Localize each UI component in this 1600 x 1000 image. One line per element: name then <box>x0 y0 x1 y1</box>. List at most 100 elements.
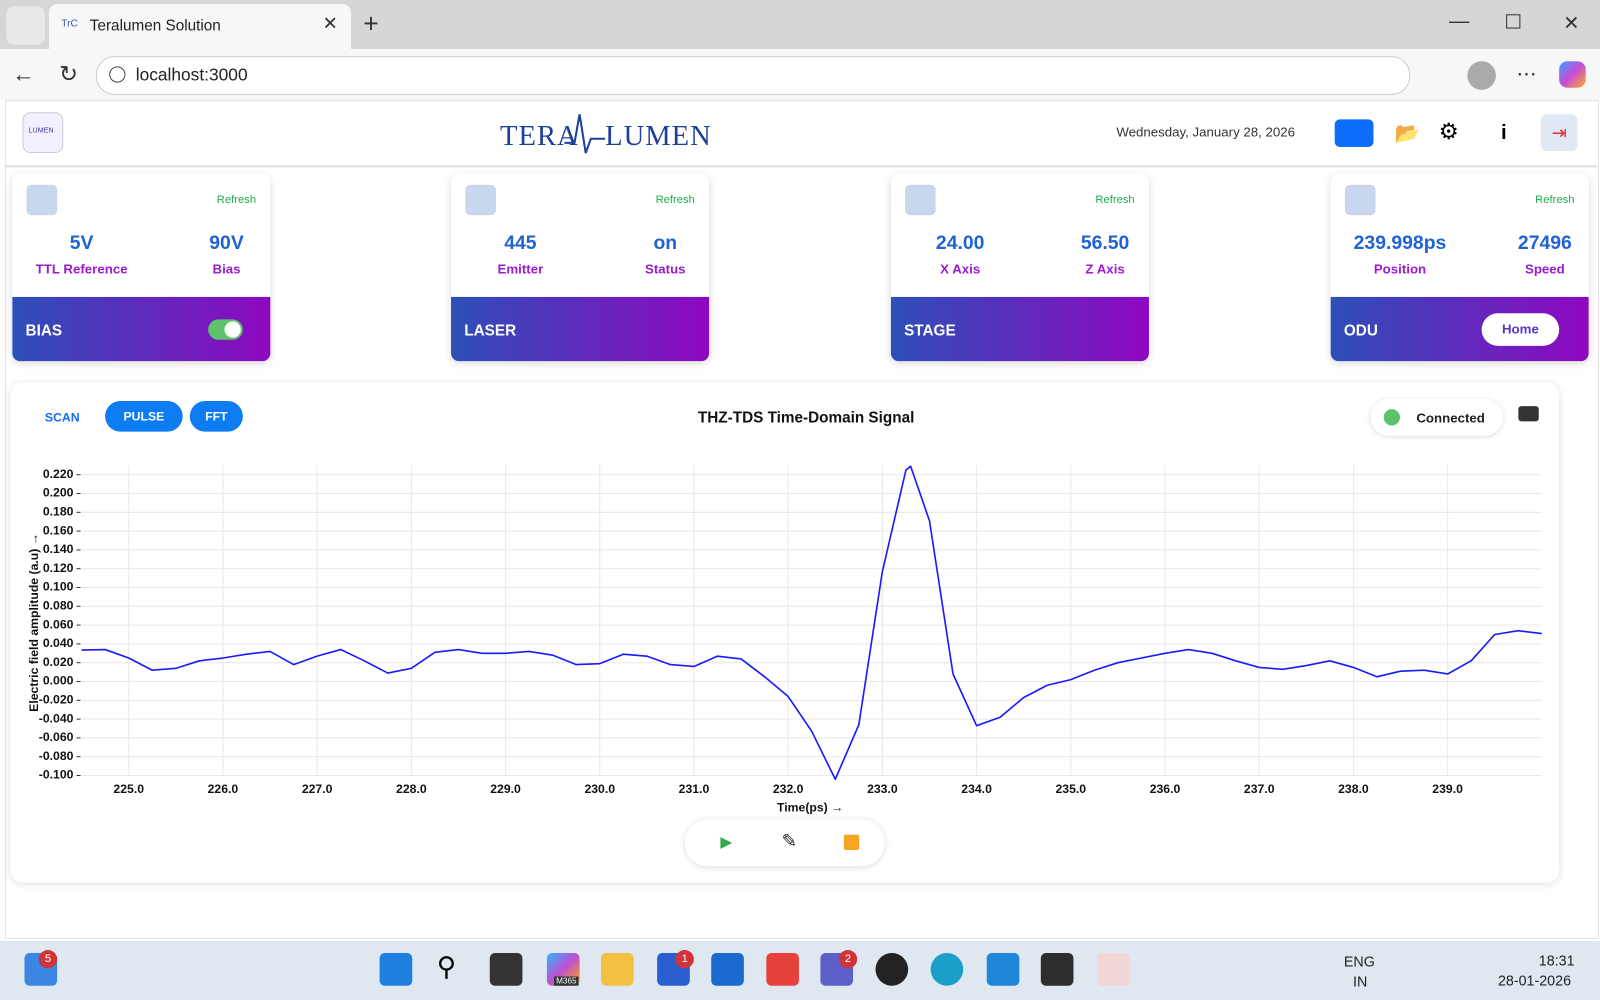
stat-value: 5V <box>69 232 94 255</box>
new-tab[interactable]: + <box>363 8 379 39</box>
clock-date[interactable]: 28-01-2026 <box>1497 972 1572 989</box>
card-icon <box>905 184 936 216</box>
stat-value: 24.00 <box>935 232 985 255</box>
y-tick-label: -0.080 <box>39 749 74 763</box>
stat-label: TTL Reference <box>35 261 128 277</box>
profile[interactable] <box>1467 61 1496 90</box>
app[interactable] <box>711 953 744 986</box>
info-button[interactable]: i <box>1501 121 1507 144</box>
restore[interactable] <box>1506 14 1521 29</box>
x-tick-label: 226.0 <box>208 782 239 796</box>
site-info[interactable] <box>109 66 126 83</box>
dashboard-button[interactable] <box>1334 119 1374 147</box>
toggle-knob <box>224 321 241 338</box>
brand-left: TERA <box>499 120 579 153</box>
anydesk[interactable] <box>766 953 799 986</box>
reload[interactable]: ↻ <box>59 61 78 87</box>
browser-tab[interactable]: TrC Teralumen Solution ✕ <box>48 4 352 49</box>
clock-time[interactable]: 18:31 <box>1538 952 1575 969</box>
toggle[interactable] <box>208 319 243 340</box>
stat-label: Speed <box>1524 261 1565 277</box>
card-icon <box>26 184 58 216</box>
y-tick-label: -0.100 <box>39 768 74 782</box>
play-button[interactable]: ▶ <box>720 833 733 852</box>
card-footer: ODU Home <box>1330 296 1589 362</box>
vscode[interactable] <box>986 953 1020 986</box>
copilot[interactable] <box>1559 61 1586 88</box>
y-tick-label: 0.100 <box>43 580 74 594</box>
y-tick-label: 0.080 <box>43 599 74 613</box>
x-tick-label: 237.0 <box>1244 782 1275 796</box>
minimize[interactable]: — <box>1448 10 1470 33</box>
y-tick-label: 0.120 <box>43 561 74 575</box>
x-tick-label: 232.0 <box>773 782 804 796</box>
y-tick-label: 0.060 <box>43 617 74 631</box>
stat-value: 27496 <box>1517 232 1572 255</box>
refresh-button[interactable]: Refresh <box>1535 193 1575 207</box>
search[interactable]: ⚲ <box>436 951 457 982</box>
tab-title: Teralumen Solution <box>89 17 221 35</box>
snip[interactable] <box>1096 953 1130 986</box>
y-tick-label: 0.220 <box>43 467 74 481</box>
refresh-button[interactable]: Refresh <box>655 193 695 207</box>
start[interactable] <box>379 953 413 986</box>
logout-button[interactable]: ⇥ <box>1540 114 1578 152</box>
edge[interactable] <box>930 953 964 986</box>
tab-scan[interactable]: SCAN <box>44 410 80 425</box>
edit-button[interactable]: ✎ <box>781 830 798 852</box>
x-tick-label: 233.0 <box>867 782 898 796</box>
card-footer: BIAS <box>12 296 271 362</box>
terminal[interactable] <box>1040 953 1074 986</box>
x-tick-label: 234.0 <box>961 782 992 796</box>
taskbar <box>0 940 1600 1000</box>
task-view[interactable] <box>489 953 523 986</box>
more[interactable]: ⋯ <box>1516 63 1537 86</box>
media[interactable] <box>875 953 909 986</box>
tab-pulse[interactable]: PULSE <box>105 401 183 432</box>
stat: 445 Emitter <box>459 233 581 277</box>
url-field[interactable]: localhost:3000 <box>95 56 1411 95</box>
region[interactable]: IN <box>1353 973 1368 990</box>
stat-value: 90V <box>209 232 244 255</box>
screenshot-button[interactable] <box>1518 406 1539 422</box>
y-tick-label: -0.040 <box>39 711 74 725</box>
stat: on Status <box>604 233 709 277</box>
x-tick-label: 235.0 <box>1055 782 1086 796</box>
x-tick-label: 230.0 <box>584 782 615 796</box>
x-tick-label: 231.0 <box>679 782 710 796</box>
status-text: Connected <box>1416 410 1485 426</box>
card-icon <box>465 184 496 216</box>
x-tick-label: 239.0 <box>1432 782 1463 796</box>
refresh-button[interactable]: Refresh <box>1095 193 1135 207</box>
tab-fft[interactable]: FFT <box>189 401 243 432</box>
status-card: Refresh 239.998ps Position 27496 Speed ODU Hom… <box>1330 173 1589 362</box>
tab-close[interactable]: ✕ <box>322 13 338 34</box>
tab-menu[interactable] <box>6 6 45 45</box>
card-title: LASER <box>464 322 517 340</box>
close[interactable]: ✕ <box>1563 13 1580 35</box>
refresh-button[interactable]: Refresh <box>216 193 257 207</box>
chart-title: THZ-TDS Time-Domain Signal <box>698 409 914 426</box>
stat-value: 239.998ps <box>1353 232 1447 255</box>
card-title: BIAS <box>25 322 63 340</box>
x-tick-label: 225.0 <box>113 782 144 796</box>
y-tick-label: 0.000 <box>43 674 74 688</box>
back[interactable]: ← <box>12 61 35 87</box>
home-button[interactable]: Home <box>1481 313 1560 346</box>
stat-value: on <box>653 232 678 255</box>
status-pill: Connected <box>1370 398 1504 436</box>
settings-button[interactable]: ⚙ <box>1438 118 1459 144</box>
card-footer: LASER <box>451 296 710 362</box>
y-tick-label: 0.160 <box>43 523 74 537</box>
status-dot <box>1383 409 1400 426</box>
lang[interactable]: ENG <box>1343 953 1375 970</box>
stat-label: Status <box>645 261 686 277</box>
y-tick-label: 0.040 <box>43 636 74 650</box>
card-icon <box>1344 184 1376 216</box>
explorer[interactable] <box>601 953 634 986</box>
app-header: LUMEN TERA LUMEN Wednesday, January 28, … <box>5 100 1597 168</box>
stat-label: Bias <box>212 261 241 277</box>
save-button[interactable] <box>843 834 860 850</box>
folder-button[interactable]: 📂 <box>1394 122 1421 145</box>
